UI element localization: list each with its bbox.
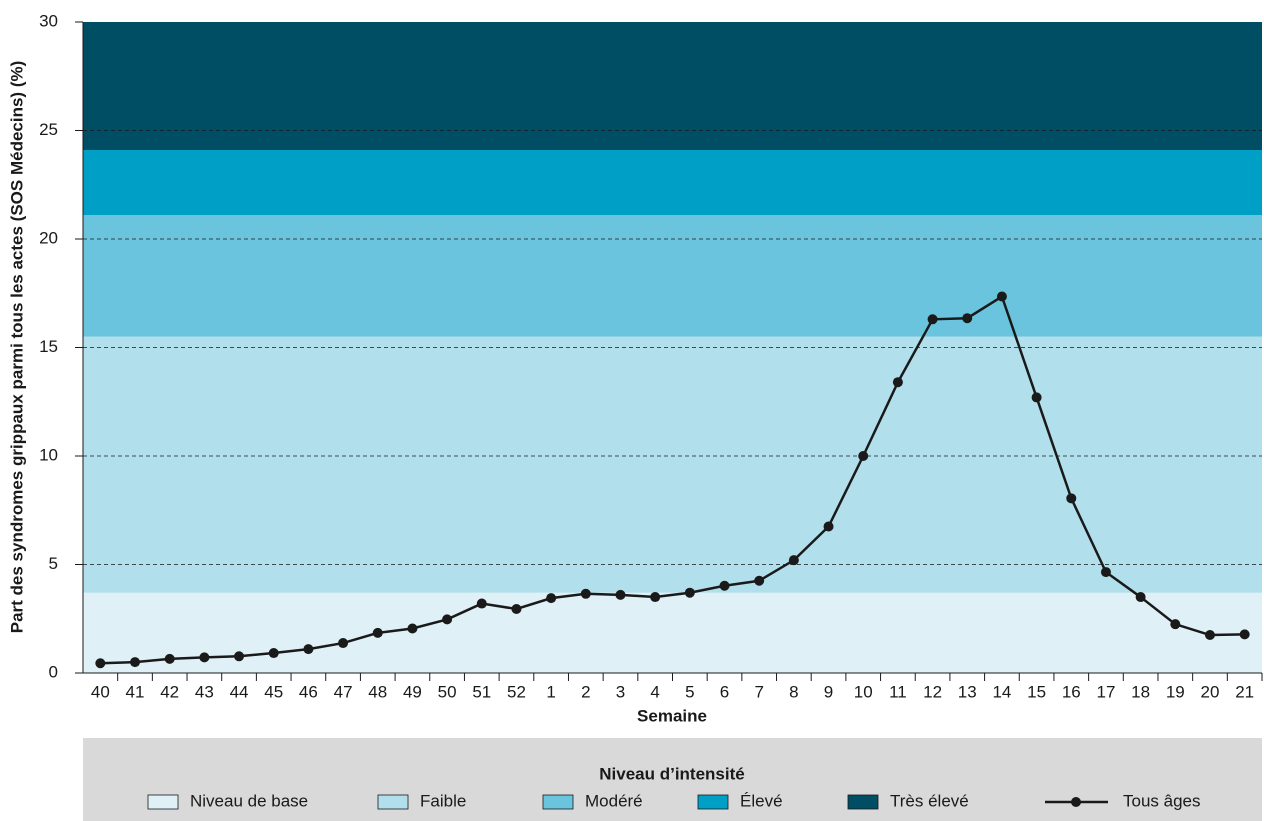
data-point xyxy=(1204,630,1215,641)
data-point xyxy=(1031,392,1042,403)
data-point xyxy=(234,651,245,662)
data-point xyxy=(858,451,869,461)
data-point xyxy=(372,627,383,638)
data-point xyxy=(754,575,765,586)
legend-marker xyxy=(1071,797,1081,807)
legend-label: Faible xyxy=(420,791,466,810)
x-tick-label: 19 xyxy=(1166,682,1185,701)
data-point xyxy=(338,638,349,649)
legend-swatch xyxy=(542,794,574,810)
x-tick-label: 2 xyxy=(581,682,590,701)
data-point xyxy=(511,603,522,614)
intensity-band xyxy=(83,22,1262,151)
x-tick-label: 6 xyxy=(720,682,729,701)
x-tick-label: 10 xyxy=(854,682,873,701)
data-point xyxy=(1135,592,1146,603)
legend-label: Très élevé xyxy=(890,791,969,810)
x-tick-label: 16 xyxy=(1062,682,1081,701)
x-tick-label: 5 xyxy=(685,682,694,701)
intensity-band xyxy=(83,592,1262,673)
x-tick-label: 40 xyxy=(91,682,110,701)
y-tick-label: 25 xyxy=(39,120,58,139)
y-tick-label: 30 xyxy=(39,11,58,30)
x-tick-label: 43 xyxy=(195,682,214,701)
x-tick-label: 20 xyxy=(1201,682,1220,701)
legend-label: Modéré xyxy=(585,791,643,810)
data-point xyxy=(95,658,106,669)
x-tick-label: 9 xyxy=(824,682,833,701)
x-tick-label: 8 xyxy=(789,682,798,701)
legend-title: Niveau d’intensité xyxy=(599,764,744,783)
intensity-band xyxy=(83,215,1262,337)
x-tick-label: 13 xyxy=(958,682,977,701)
y-tick-label: 15 xyxy=(39,337,58,356)
legend-label: Niveau de base xyxy=(190,791,308,810)
data-point xyxy=(268,648,279,659)
legend-box xyxy=(83,738,1262,821)
data-point xyxy=(788,555,799,566)
data-point xyxy=(442,614,453,625)
data-point xyxy=(1239,629,1250,640)
data-point xyxy=(996,291,1007,302)
data-point xyxy=(650,592,661,603)
x-tick-label: 46 xyxy=(299,682,318,701)
x-tick-label: 47 xyxy=(334,682,353,701)
x-tick-label: 49 xyxy=(403,682,422,701)
y-tick-label: 0 xyxy=(49,662,58,681)
data-point xyxy=(130,657,141,668)
x-tick-label: 3 xyxy=(616,682,625,701)
x-tick-label: 21 xyxy=(1235,682,1254,701)
x-tick-label: 45 xyxy=(264,682,283,701)
x-tick-label: 17 xyxy=(1096,682,1115,701)
x-tick-label: 15 xyxy=(1027,682,1046,701)
x-tick-label: 12 xyxy=(923,682,942,701)
series-line xyxy=(100,294,1245,665)
data-point xyxy=(164,653,175,664)
data-point xyxy=(719,580,730,591)
legend-label: Élevé xyxy=(740,791,783,810)
data-point xyxy=(199,652,210,663)
intensity-band xyxy=(83,336,1262,593)
legend-swatch xyxy=(147,794,179,810)
x-tick-label: 18 xyxy=(1131,682,1150,701)
x-tick-label: 42 xyxy=(160,682,179,701)
data-point xyxy=(1100,567,1111,578)
data-point xyxy=(962,313,973,324)
y-axis-label: Part des syndromes grippaux parmi tous l… xyxy=(7,61,26,634)
data-point xyxy=(615,589,626,600)
data-point xyxy=(303,644,314,655)
x-tick-label: 7 xyxy=(754,682,763,701)
legend-label: Tous âges xyxy=(1123,791,1201,810)
data-point xyxy=(823,521,834,532)
x-tick-label: 48 xyxy=(368,682,387,701)
data-point xyxy=(892,377,903,388)
data-point xyxy=(546,593,557,604)
intensity-band xyxy=(83,150,1262,216)
legend-swatch xyxy=(697,794,729,810)
x-tick-label: 1 xyxy=(546,682,555,701)
legend-swatch xyxy=(847,794,879,810)
x-tick-label: 50 xyxy=(438,682,457,701)
data-point xyxy=(580,588,591,599)
data-point xyxy=(1170,619,1181,630)
data-point xyxy=(1066,493,1077,504)
x-tick-label: 44 xyxy=(230,682,249,701)
data-point xyxy=(684,587,695,598)
y-tick-label: 5 xyxy=(49,554,58,573)
data-point xyxy=(476,598,487,609)
x-tick-label: 52 xyxy=(507,682,526,701)
x-tick-label: 51 xyxy=(472,682,491,701)
data-point xyxy=(927,314,938,325)
y-tick-label: 20 xyxy=(39,228,58,247)
x-tick-label: 14 xyxy=(992,682,1011,701)
x-tick-label: 4 xyxy=(650,682,659,701)
x-axis-label: Semaine xyxy=(637,706,707,725)
legend-swatch xyxy=(377,794,409,810)
data-point xyxy=(407,623,418,634)
x-tick-label: 11 xyxy=(889,682,907,701)
y-tick-label: 10 xyxy=(39,445,58,464)
x-tick-label: 41 xyxy=(126,682,145,701)
